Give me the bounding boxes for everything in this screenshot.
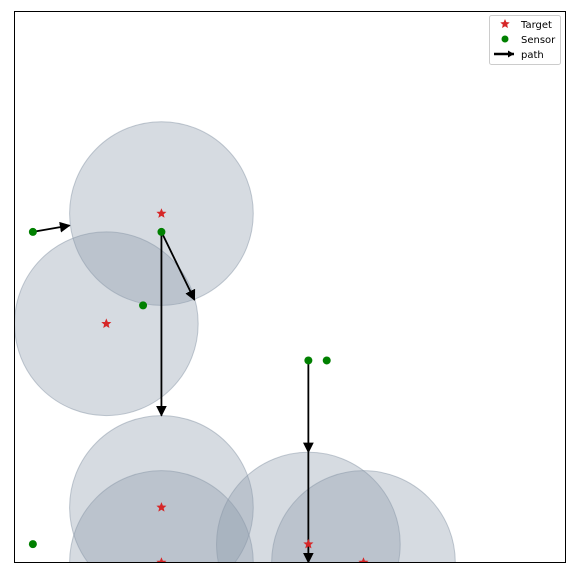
legend-sensor-marker	[501, 35, 509, 43]
plot-frame	[14, 11, 566, 563]
legend-path-arrowhead	[508, 50, 514, 58]
target-marker-3	[156, 557, 167, 563]
legend-box	[489, 15, 561, 65]
legend-label-sensor: Sensor	[521, 35, 556, 46]
sensor-marker-0	[28, 227, 37, 236]
sensor-marker-1	[157, 227, 166, 236]
legend: Target Sensor path	[489, 15, 561, 65]
sensor-marker-2	[139, 301, 148, 310]
sensors	[28, 227, 331, 549]
legend-label-path: path	[521, 50, 544, 61]
target-marker-4	[303, 538, 314, 549]
legend-entry-sensor: Sensor	[501, 35, 556, 46]
legend-label-target: Target	[520, 20, 552, 31]
target-marker-1	[101, 318, 112, 329]
path-arrow-0	[32, 221, 71, 233]
sensor-marker-3	[304, 356, 313, 365]
legend-entry-target: Target	[500, 18, 552, 31]
target-marker-2	[156, 502, 167, 512]
sensor-marker-4	[322, 356, 331, 365]
path-arrow-1	[160, 231, 196, 301]
targets	[101, 208, 369, 563]
target-marker-5	[358, 557, 369, 563]
sensor-marker-5	[28, 540, 37, 549]
legend-target-marker	[500, 18, 510, 29]
legend-entry-path: path	[494, 50, 544, 61]
target-marker-0	[156, 208, 167, 218]
